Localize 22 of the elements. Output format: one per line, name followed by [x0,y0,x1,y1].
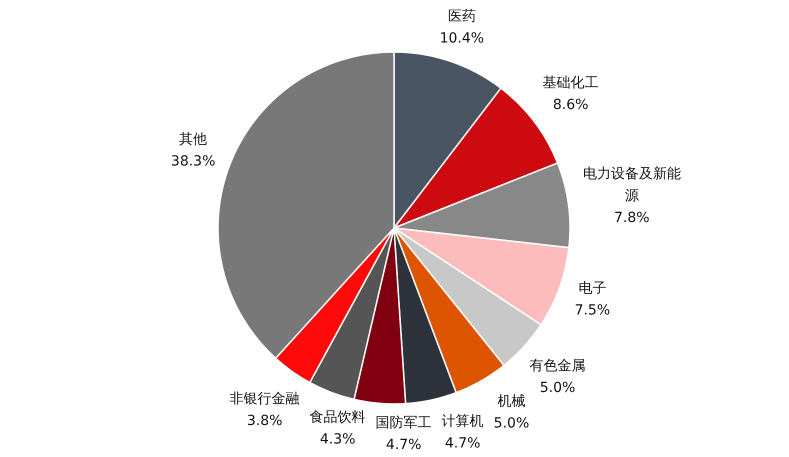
data-label: 7.8% [614,210,650,226]
data-label: 4.7% [386,436,422,453]
slice-label: 基础化工 [542,75,599,92]
slice-label: 电力设备及新能源 [582,166,681,204]
data-label: 5.0% [540,380,576,396]
slice-label: 有色金属 [529,358,586,374]
data-label: 5.0% [494,416,530,432]
slice-label: 食品饮料 [310,409,366,426]
slice-label: 计算机 [442,413,484,430]
data-label: 3.8% [246,412,282,429]
data-label: 38.3% [170,153,216,170]
slice-label: 其他 [179,131,208,148]
slice-label: 医药 [448,8,476,25]
slice-label: 国防军工 [376,414,432,431]
slice-label: 机械 [497,394,526,410]
slice-label: 电子 [578,280,606,297]
data-label: 4.7% [444,435,480,452]
slice-label: 非银行金融 [230,390,300,407]
data-label: 10.4% [440,30,484,47]
data-label: 8.6% [552,97,588,114]
data-label: 7.5% [574,302,610,319]
data-label: 4.3% [320,431,356,448]
